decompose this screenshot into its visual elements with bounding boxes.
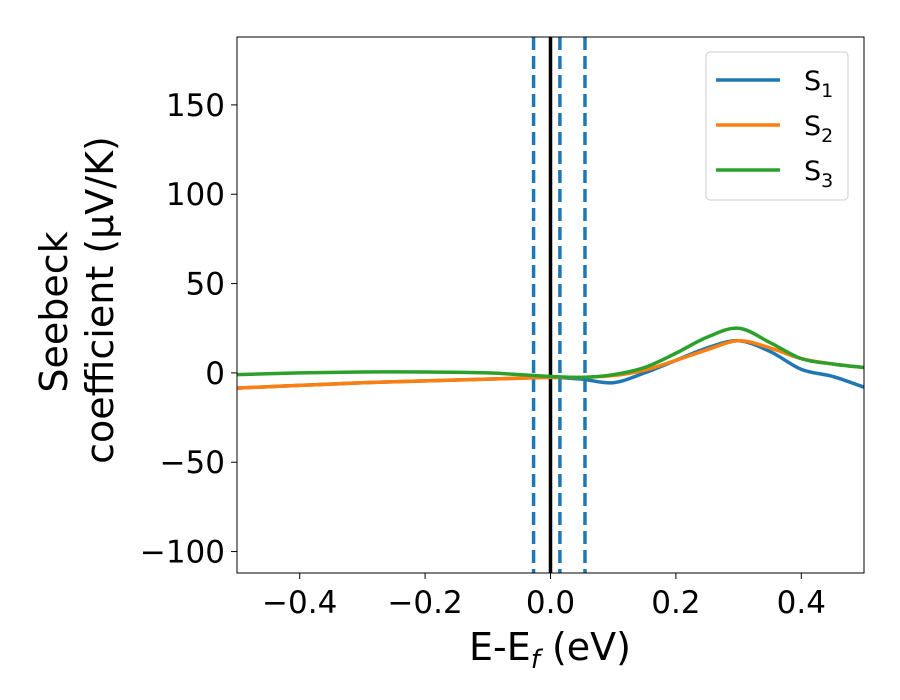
y-axis: −100 −50 0 50 100 150 <box>140 88 237 571</box>
y-axis-title: Seebeck coefficient (μV/K) <box>32 136 122 464</box>
y-tick-label: −100 <box>140 535 225 571</box>
x-axis: −0.4 −0.2 0.0 0.2 0.4 <box>262 573 826 621</box>
x-tick-label: 0.2 <box>651 585 700 621</box>
series-line-s3 <box>237 326 864 380</box>
legend: S1 S2 S3 <box>705 51 849 201</box>
y-tick-label: 100 <box>166 177 225 213</box>
x-axis-title: E-Ef (eV) <box>469 625 631 675</box>
plot-area <box>236 36 865 574</box>
y-axis-title-line-1: Seebeck <box>32 231 76 392</box>
legend-label-s1: S1 <box>804 66 833 102</box>
reference-lines <box>531 37 587 573</box>
y-axis-title-line-2: coefficient (μV/K) <box>78 136 122 464</box>
x-tick-label: 0.4 <box>777 585 826 621</box>
x-tick-label: 0.0 <box>526 585 575 621</box>
y-tick-label: 50 <box>186 267 225 303</box>
y-tick-label: −50 <box>160 445 225 481</box>
legend-label-s2: S2 <box>804 111 833 147</box>
x-tick-label: −0.2 <box>387 585 462 621</box>
y-tick-label: 0 <box>205 356 225 392</box>
series-lines <box>237 326 864 390</box>
y-tick-label: 150 <box>166 88 225 124</box>
legend-label-s3: S3 <box>804 156 833 192</box>
x-tick-label: −0.4 <box>262 585 337 621</box>
